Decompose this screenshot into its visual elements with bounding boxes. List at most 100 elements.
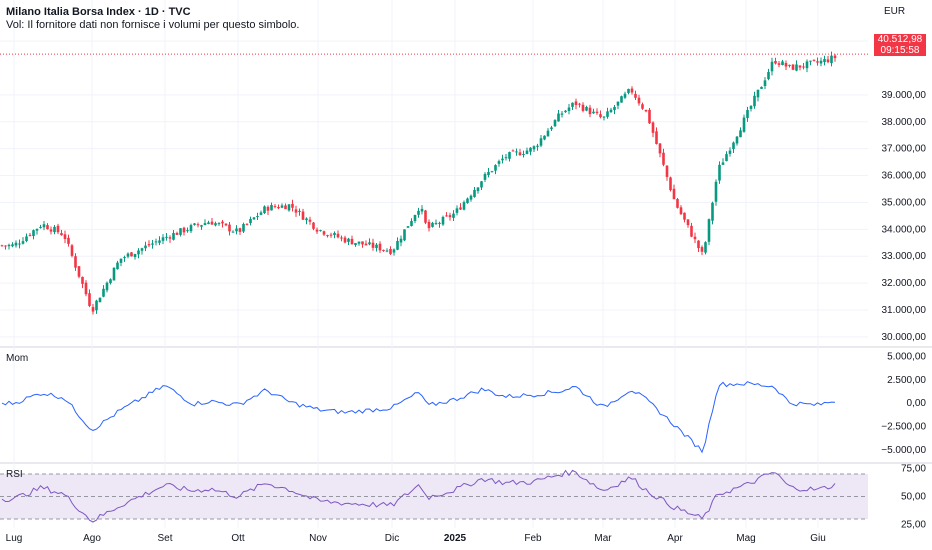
candle-body — [774, 60, 777, 64]
candle-body — [644, 109, 648, 112]
x-tick-label: Nov — [309, 533, 327, 544]
x-tick-label: Lug — [6, 533, 23, 544]
candle-body — [564, 110, 567, 113]
candle-body — [200, 225, 203, 227]
candle-body — [389, 248, 392, 254]
last-price-tag: 40.512,98 09:15:58 — [874, 34, 926, 56]
momentum-pane-label: Mom — [6, 353, 29, 364]
candle-body — [305, 218, 308, 221]
candle-body — [140, 248, 144, 251]
candle-body — [546, 130, 550, 137]
candle-body — [18, 243, 21, 245]
candle-body — [798, 65, 802, 68]
x-tick-label: Ago — [83, 533, 101, 544]
candle-body — [665, 165, 669, 177]
candle-body — [287, 204, 291, 211]
candle-body — [431, 222, 434, 227]
candle-body — [291, 203, 294, 208]
candle-body — [280, 205, 284, 208]
candle-body — [70, 245, 74, 256]
candle-body — [760, 86, 763, 89]
x-tick-label: 2025 — [444, 533, 467, 544]
candle-body — [42, 224, 46, 228]
candle-body — [74, 256, 77, 268]
volume-notice: Vol: Il fornitore dati non fornisce i vo… — [6, 19, 300, 31]
candle-body — [4, 245, 7, 247]
candle-body — [550, 127, 553, 130]
candle-body — [452, 213, 455, 218]
candle-body — [308, 219, 312, 222]
bar-countdown: 09:15:58 — [880, 45, 920, 56]
candle-body — [133, 253, 137, 258]
candle-body — [196, 224, 200, 226]
candle-body — [168, 237, 172, 239]
candle-body — [455, 208, 459, 213]
candle-body — [182, 227, 186, 233]
candle-body — [417, 210, 420, 215]
candle-body — [623, 93, 627, 98]
candle-body — [413, 215, 417, 222]
candle-body — [88, 293, 91, 306]
candle-body — [620, 96, 623, 103]
candle-body — [35, 228, 39, 231]
candle-body — [441, 216, 445, 225]
momentum-tick-label: 0,00 — [907, 398, 927, 409]
candle-body — [326, 235, 329, 237]
candle-body — [529, 147, 532, 152]
candle-body — [235, 228, 238, 232]
candle-body — [637, 97, 641, 104]
candle-body — [753, 95, 756, 107]
candle-body — [165, 236, 168, 238]
candle-body — [217, 223, 221, 225]
candle-body — [95, 300, 98, 311]
candle-body — [602, 116, 606, 118]
candle-body — [364, 243, 368, 246]
candle-body — [672, 188, 676, 200]
candle-body — [592, 111, 595, 114]
candle-body — [459, 207, 462, 210]
candle-body — [742, 117, 746, 132]
candle-body — [343, 237, 347, 243]
x-tick-label: Mag — [736, 533, 755, 544]
candle-body — [812, 59, 816, 61]
candle-body — [714, 181, 718, 202]
candle-body — [263, 206, 266, 214]
candle-body — [130, 252, 133, 257]
candle-body — [396, 240, 399, 250]
candle-body — [445, 215, 448, 217]
candle-body — [662, 152, 665, 165]
candle-body — [700, 247, 704, 252]
candle-body — [273, 206, 277, 208]
x-tick-label: Set — [157, 533, 172, 544]
x-tick-label: Giu — [810, 533, 826, 544]
candle-body — [539, 138, 543, 146]
candle-body — [252, 217, 256, 220]
candle-body — [627, 88, 630, 93]
candle-body — [270, 205, 273, 211]
candle-body — [259, 212, 263, 215]
candle-body — [728, 150, 732, 154]
candle-body — [690, 225, 693, 237]
candle-body — [508, 152, 511, 159]
candle-body — [585, 107, 588, 111]
candle-body — [480, 181, 483, 188]
price-tick-label: 39.000,00 — [882, 90, 927, 101]
candle-body — [634, 93, 637, 98]
candle-body — [336, 233, 340, 238]
rsi-tick-label: 25,00 — [901, 520, 926, 531]
candle-body — [11, 244, 14, 247]
candle-body — [497, 161, 501, 164]
price-tick-label: 33.000,00 — [882, 251, 927, 262]
candle-body — [21, 241, 25, 244]
candle-body — [158, 240, 161, 243]
candle-body — [609, 109, 613, 113]
candle-body — [735, 136, 739, 144]
candle-body — [315, 229, 319, 232]
candle-body — [207, 222, 210, 225]
x-tick-label: Feb — [524, 533, 542, 544]
candle-body — [284, 205, 287, 210]
candle-body — [805, 61, 809, 69]
candle-body — [347, 238, 350, 242]
candle-body — [266, 206, 270, 211]
